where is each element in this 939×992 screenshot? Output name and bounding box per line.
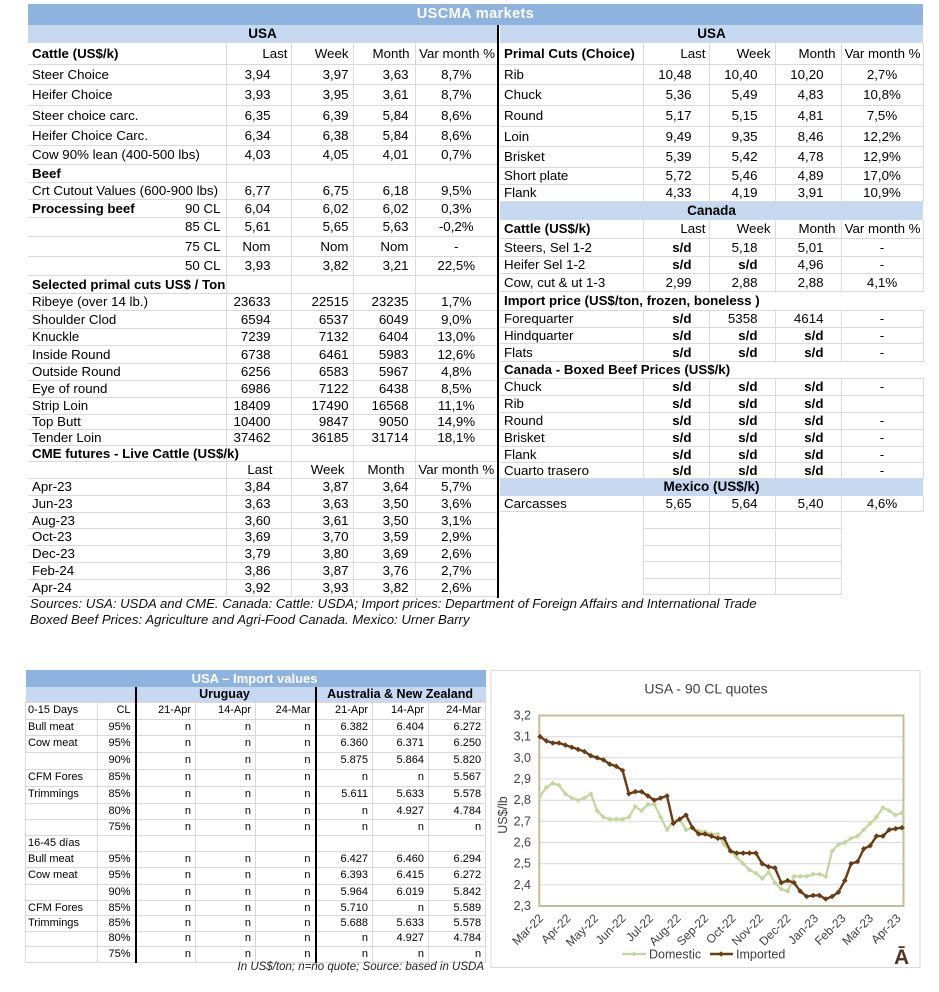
- svg-text:Imported: Imported: [736, 948, 785, 962]
- svg-text:USA - 90 CL quotes: USA - 90 CL quotes: [644, 681, 767, 697]
- svg-text:2,7: 2,7: [514, 814, 531, 828]
- svg-text:2,5: 2,5: [514, 857, 531, 871]
- svg-text:Domestic: Domestic: [649, 948, 701, 962]
- svg-text:2,3: 2,3: [514, 899, 531, 913]
- svg-text:3,0: 3,0: [514, 751, 531, 765]
- svg-text:2,4: 2,4: [514, 878, 531, 892]
- svg-text:2,6: 2,6: [514, 836, 531, 850]
- svg-text:US$/lb: US$/lb: [496, 796, 510, 834]
- svg-text:2,9: 2,9: [514, 772, 531, 786]
- svg-text:2,8: 2,8: [514, 793, 531, 807]
- svg-text:Ā: Ā: [894, 946, 909, 969]
- svg-text:3,2: 3,2: [514, 709, 531, 723]
- svg-text:3,1: 3,1: [514, 730, 531, 744]
